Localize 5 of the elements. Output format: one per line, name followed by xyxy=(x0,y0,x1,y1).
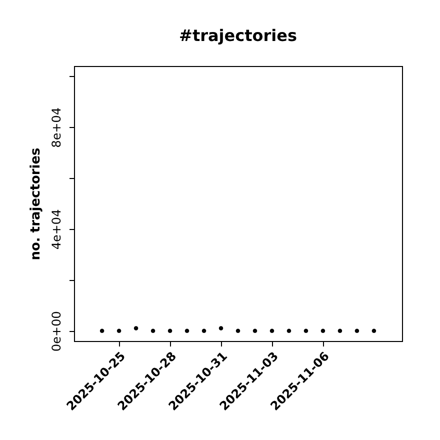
chart-title: #trajectories xyxy=(179,26,297,45)
y-tick-label: 8e+04 xyxy=(50,107,64,148)
y-axis-title: no. trajectories xyxy=(28,147,44,260)
y-tick-label: 0e+00 xyxy=(50,311,64,352)
y-tick-label: 4e+04 xyxy=(50,209,64,250)
